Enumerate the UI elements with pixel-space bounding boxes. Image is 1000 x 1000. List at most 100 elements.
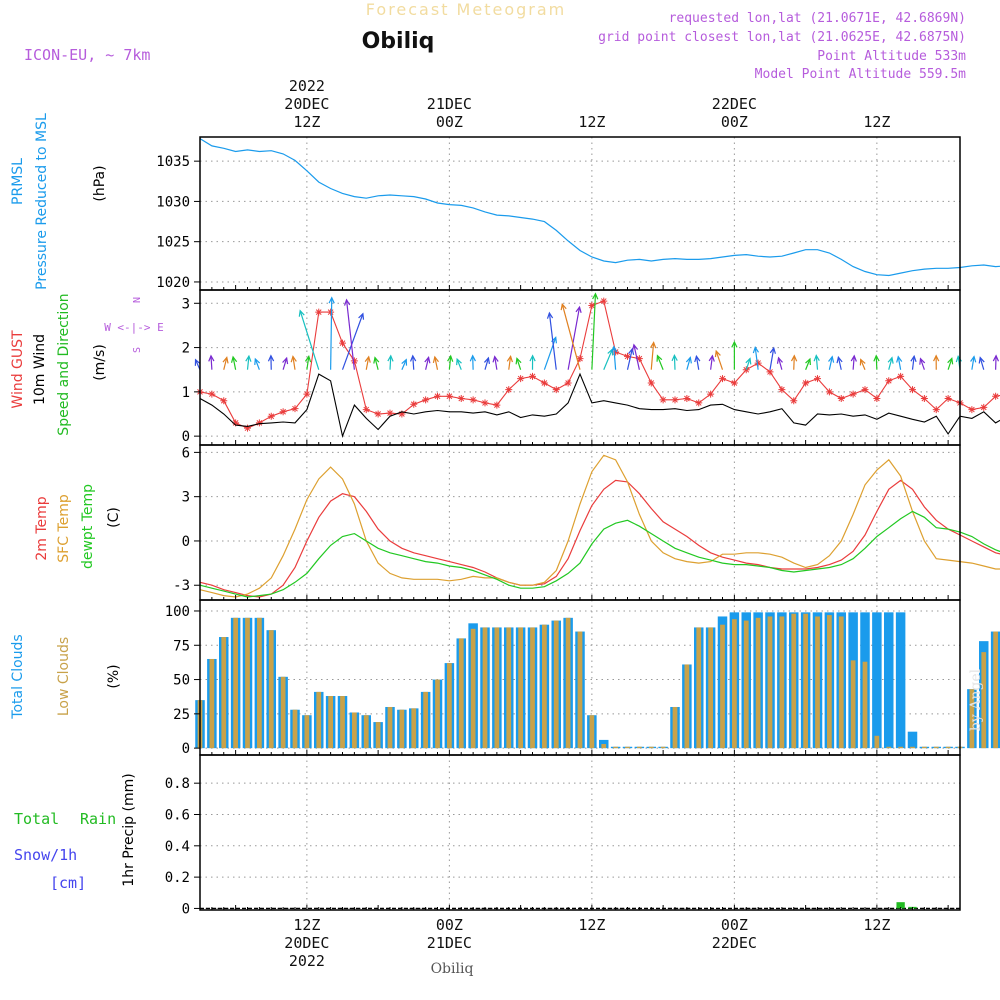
wind-direction-arrow [815, 355, 819, 370]
gust-marker [849, 390, 857, 398]
wind-direction-arrowhead [575, 305, 582, 314]
wind-direction-arrow [246, 356, 250, 370]
wind-direction-arrow [793, 355, 795, 370]
wind-direction-arrowhead [933, 354, 940, 362]
wind-direction-arrowhead [194, 358, 201, 366]
meteogram-title: Forecast Meteogram [366, 0, 566, 19]
wind-direction-arrow [306, 356, 310, 370]
gust-marker [635, 355, 643, 363]
gust-marker [802, 379, 810, 387]
sfc-temp-label: SFC Temp [56, 494, 72, 563]
wind-direction-arrow [345, 299, 355, 370]
low-clouds-label: Low Clouds [56, 637, 72, 716]
wind-direction-arrowhead [506, 354, 514, 363]
wind-direction-arrowhead [222, 356, 229, 364]
gust-marker [505, 386, 513, 394]
top-time-label: 12Z [863, 113, 890, 131]
gust-marker [790, 397, 798, 405]
wind-direction-arrowhead [469, 354, 476, 362]
low-clouds-bar [922, 746, 927, 749]
wind-direction-arrowhead [409, 354, 417, 362]
wind-direction-arrowhead [714, 349, 721, 358]
compass-south: S [132, 347, 143, 353]
top-time-label: 00Z [721, 113, 748, 131]
gust-marker [422, 396, 430, 404]
low-clouds-bar [637, 746, 642, 749]
top-year-label: 2022 [289, 77, 325, 95]
y-tick-label: 0.2 [165, 870, 190, 886]
gust-marker [208, 390, 216, 398]
gust-marker [220, 397, 228, 405]
axis-labels: 10201025103010350123-3036025507510000.20… [10, 77, 890, 970]
gust-marker [315, 308, 323, 316]
wind-direction-arrow [979, 357, 985, 370]
y-tick-label: 75 [173, 638, 190, 654]
gust-label: Wind GUST [10, 330, 26, 409]
low-clouds-bar [530, 627, 535, 749]
model-point-altitude: Model Point Altitude 559.5m [755, 67, 966, 82]
wind-direction-arrowhead [298, 309, 305, 317]
wind-direction-arrowhead [267, 354, 275, 362]
low-clouds-bar [862, 661, 868, 749]
gust-marker [291, 405, 299, 413]
pressure-panel-frame [199, 136, 961, 291]
y-tick-label: 1035 [156, 154, 190, 170]
low-clouds-bar [245, 617, 250, 749]
gust-marker [588, 302, 596, 309]
sfc-temp-line [199, 454, 1000, 598]
wind-direction-arrowhead [364, 355, 371, 363]
total-rain-label-2: Rain [80, 810, 116, 828]
wind-direction-arrow [456, 358, 462, 370]
wind-direction-arrow [425, 357, 430, 370]
pressure-msl-label: Pressure Reduced to MSL [34, 113, 50, 290]
gust-marker [255, 419, 263, 427]
wind-direction-arrowhead [919, 357, 926, 365]
wind-direction-arrow [852, 355, 855, 370]
wind-direction-arrowhead [373, 356, 380, 364]
gust-marker [885, 377, 893, 385]
gust-marker [303, 390, 311, 398]
wind-direction-arrow [754, 347, 759, 370]
gust-marker [386, 409, 394, 417]
wind-direction-arrowhead [992, 354, 1000, 362]
y-tick-label: 1 [182, 385, 190, 401]
wind-direction-arrowhead [611, 345, 618, 353]
low-clouds-bar [280, 676, 286, 749]
wind-direction-arrowhead [708, 354, 715, 362]
wind-direction-arrowhead [813, 354, 820, 362]
low-clouds-bar [613, 746, 618, 749]
wind-direction-arrowhead [208, 354, 215, 362]
low-clouds-bar [589, 715, 595, 749]
wind-direction-arrowhead [859, 358, 866, 366]
wind-direction-arrowhead [947, 357, 954, 365]
compass-north: N [132, 297, 143, 303]
gust-marker [968, 406, 976, 414]
wind-direction-arrow [686, 357, 691, 370]
wind-direction-arrowhead [628, 347, 635, 355]
bottom-time-label: 12Z [578, 916, 605, 934]
wind-direction-arrow [745, 358, 751, 370]
wind-direction-arrow [828, 356, 833, 370]
low-clouds-bar [233, 617, 238, 749]
compass-west-east: W <-|-> E [104, 321, 164, 334]
pressure-unit-label: (hPa) [92, 165, 108, 201]
wind-direction-arrowhead [529, 354, 536, 362]
gust-marker [564, 379, 572, 387]
wind-direction-arrow [412, 355, 415, 370]
wind-direction-arrow [543, 337, 557, 370]
wind-direction-arrowhead [456, 357, 462, 366]
gust-marker [897, 372, 905, 380]
watermark: by Angel [968, 668, 984, 731]
low-clouds-bar [791, 613, 797, 749]
gust-marker [410, 400, 418, 408]
gust-marker [576, 355, 584, 363]
gust-marker [932, 406, 940, 414]
low-clouds-bar [482, 627, 488, 749]
low-clouds-bar [874, 735, 880, 749]
gust-marker [517, 375, 525, 383]
low-clouds-bar [423, 691, 428, 749]
wind-direction-arrowhead [343, 298, 351, 306]
gust-marker [481, 399, 489, 407]
y-tick-label: 3 [182, 296, 190, 312]
